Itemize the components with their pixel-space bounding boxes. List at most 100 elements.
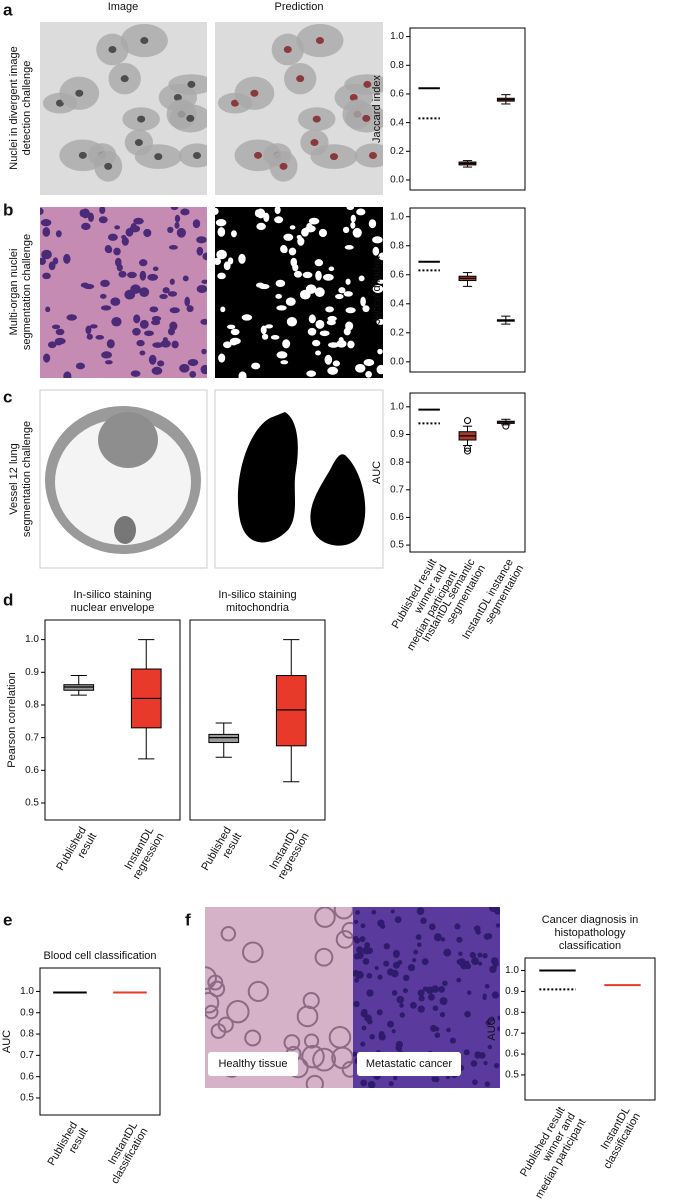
nucleus xyxy=(367,1019,373,1025)
nucleus xyxy=(169,307,180,314)
nucleus xyxy=(140,37,149,45)
chart-title: Blood cell classification xyxy=(43,950,156,962)
nucleus xyxy=(428,923,436,931)
nucleus-mask xyxy=(343,291,353,297)
panel-letter: a xyxy=(3,0,13,19)
nucleus xyxy=(184,296,191,307)
lung-mask xyxy=(237,412,298,543)
nucleus-mask xyxy=(275,293,282,299)
outlier xyxy=(502,422,510,430)
nucleus xyxy=(472,1079,478,1086)
nucleus xyxy=(201,279,207,284)
nucleus xyxy=(254,151,263,159)
nucleus xyxy=(471,957,479,966)
nucleus xyxy=(484,1081,491,1087)
nucleus xyxy=(432,1005,439,1011)
nucleus xyxy=(51,324,61,330)
nucleus-mask xyxy=(308,314,316,324)
y-tick-label: 0.6 xyxy=(390,269,404,280)
nucleus xyxy=(130,370,141,377)
nucleus xyxy=(139,319,149,329)
nucleus xyxy=(392,949,400,957)
nucleus xyxy=(362,958,370,965)
nucleus xyxy=(310,139,319,147)
nucleus xyxy=(354,937,361,944)
nucleus-mask xyxy=(241,314,253,321)
nucleus xyxy=(154,153,163,161)
nucleus-mask xyxy=(315,319,325,329)
y-axis-label: AUC xyxy=(1,1030,13,1053)
y-tick-label: 0.4 xyxy=(390,298,404,309)
nucleus-mask xyxy=(346,207,355,211)
nucleus xyxy=(113,247,121,256)
nucleus xyxy=(169,278,175,285)
nucleus xyxy=(416,942,422,948)
nucleus xyxy=(387,1020,395,1028)
cell xyxy=(333,907,353,920)
nucleus xyxy=(366,989,374,997)
nucleus-mask xyxy=(289,225,296,230)
nucleus xyxy=(391,969,399,978)
nucleus xyxy=(179,363,190,373)
nucleus xyxy=(85,325,92,335)
nucleus xyxy=(380,923,386,929)
nucleus xyxy=(391,1029,396,1034)
nucleus xyxy=(107,233,118,241)
nucleus xyxy=(413,949,419,955)
nucleus xyxy=(139,287,150,297)
cell xyxy=(205,966,217,991)
nucleus xyxy=(186,114,195,122)
nucleus-mask xyxy=(350,221,356,229)
nucleus xyxy=(489,965,497,974)
nucleus xyxy=(409,1001,417,1009)
y-axis-label: Jaccard index xyxy=(371,75,383,143)
nucleus xyxy=(356,946,363,954)
nucleus-mask xyxy=(285,297,296,306)
nucleus xyxy=(83,211,91,218)
y-tick-label: 0.7 xyxy=(25,732,39,743)
nucleus xyxy=(456,936,463,943)
nucleus xyxy=(360,1041,366,1047)
cell xyxy=(220,926,237,942)
nucleus xyxy=(139,270,147,281)
y-tick-label: 0.6 xyxy=(25,765,39,776)
cell xyxy=(296,1005,319,1028)
nucleus xyxy=(454,923,461,930)
nucleus xyxy=(355,972,362,979)
y-tick-label: 0.6 xyxy=(505,1049,519,1060)
nucleus xyxy=(368,151,377,159)
nucleus xyxy=(474,1051,482,1059)
nucleus xyxy=(456,977,462,983)
nucleus xyxy=(353,919,359,925)
y-tick-label: 0.6 xyxy=(390,89,404,100)
nucleus xyxy=(41,249,52,260)
nucleus xyxy=(136,339,145,347)
nucleus xyxy=(473,925,481,932)
nucleus-mask xyxy=(299,289,311,300)
nucleus-mask xyxy=(322,273,334,281)
nucleus xyxy=(491,991,500,999)
nucleus-mask xyxy=(336,339,347,348)
nucleus xyxy=(187,80,196,88)
nucleus xyxy=(371,909,377,915)
nucleus xyxy=(121,237,129,246)
plot-frame xyxy=(524,957,656,1101)
nucleus xyxy=(42,272,51,280)
nucleus xyxy=(200,364,207,375)
nucleus xyxy=(167,291,178,297)
nucleus xyxy=(167,327,175,336)
nucleus xyxy=(283,46,292,54)
nucleus xyxy=(173,93,182,101)
image-label: Metastatic cancer xyxy=(366,1058,453,1070)
y-tick-label: 0.5 xyxy=(20,1093,34,1104)
nucleus-mask xyxy=(344,245,354,250)
chart-title: nuclear envelope xyxy=(71,602,155,614)
y-tick-label: 0.6 xyxy=(390,512,404,523)
nucleus xyxy=(438,985,446,993)
y-tick-label: 1.0 xyxy=(505,965,519,976)
nucleus xyxy=(127,271,137,279)
nucleus-mask xyxy=(288,247,297,256)
nucleus xyxy=(402,974,410,982)
